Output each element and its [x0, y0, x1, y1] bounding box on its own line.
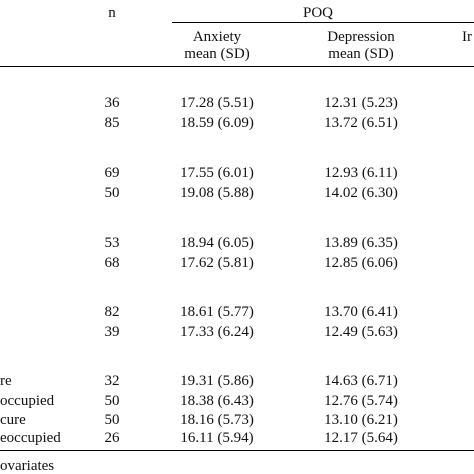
- depression-header-line1: Depression: [327, 29, 395, 45]
- anxiety-cell: 18.94 (6.05): [180, 235, 254, 251]
- anxiety-cell: 19.08 (5.88): [180, 185, 254, 201]
- n-cell: 82: [104, 304, 120, 320]
- depression-cell: 12.93 (6.11): [324, 165, 398, 181]
- table-footnote: ovariates: [0, 458, 55, 474]
- anxiety-cell: 18.59 (6.09): [180, 115, 254, 131]
- n-cell: 53: [104, 235, 120, 251]
- partial-column-header: Ir: [462, 29, 472, 45]
- n-cell: 69: [104, 165, 120, 181]
- anxiety-cell: 18.61 (5.77): [180, 304, 254, 320]
- anxiety-cell: 19.31 (5.86): [180, 373, 254, 389]
- poq-group-header: POQ: [302, 5, 334, 21]
- depression-header-line2: mean (SD): [328, 46, 394, 62]
- n-cell: 68: [104, 255, 120, 271]
- anxiety-cell: 16.11 (5.94): [180, 430, 254, 446]
- depression-cell: 13.10 (6.21): [324, 412, 398, 428]
- depression-cell: 12.85 (6.06): [324, 255, 398, 271]
- n-column-header: n: [108, 5, 116, 21]
- row-label: eoccupied: [0, 430, 61, 446]
- poq-header-rule: [172, 22, 474, 23]
- n-cell: 50: [104, 412, 120, 428]
- row-label: cure: [0, 412, 26, 428]
- n-cell: 50: [104, 393, 120, 409]
- anxiety-cell: 17.55 (6.01): [180, 165, 254, 181]
- depression-cell: 13.89 (6.35): [324, 235, 398, 251]
- anxiety-cell: 18.16 (5.73): [180, 412, 254, 428]
- n-cell: 50: [104, 185, 120, 201]
- anxiety-cell: 17.62 (5.81): [180, 255, 254, 271]
- anxiety-cell: 18.38 (6.43): [180, 393, 254, 409]
- n-cell: 26: [104, 430, 120, 446]
- anxiety-header-line1: Anxiety: [192, 29, 242, 45]
- anxiety-cell: 17.33 (6.24): [180, 324, 254, 340]
- depression-cell: 12.17 (5.64): [324, 430, 398, 446]
- depression-cell: 14.02 (6.30): [324, 185, 398, 201]
- depression-cell: 13.72 (6.51): [324, 115, 398, 131]
- n-cell: 85: [104, 115, 120, 131]
- depression-cell: 14.63 (6.71): [324, 373, 398, 389]
- table-bottom-rule: [0, 450, 474, 451]
- depression-cell: 13.70 (6.41): [324, 304, 398, 320]
- header-bottom-rule: [0, 66, 474, 67]
- row-label: re: [0, 373, 12, 389]
- n-cell: 39: [104, 324, 120, 340]
- depression-cell: 12.76 (5.74): [324, 393, 398, 409]
- n-cell: 32: [104, 373, 120, 389]
- row-label: occupied: [0, 393, 55, 409]
- anxiety-header-line2: mean (SD): [184, 46, 250, 62]
- depression-cell: 12.31 (5.23): [324, 95, 398, 111]
- anxiety-cell: 17.28 (5.51): [180, 95, 254, 111]
- depression-cell: 12.49 (5.63): [324, 324, 398, 340]
- n-cell: 36: [104, 95, 120, 111]
